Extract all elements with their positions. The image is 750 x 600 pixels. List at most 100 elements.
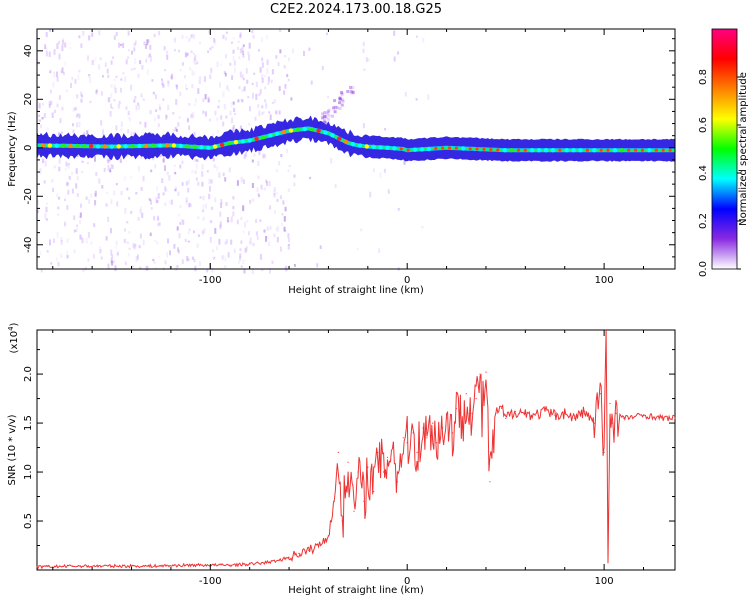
spectrogram-speckle (273, 190, 276, 195)
spectrogram-speckle (316, 263, 319, 268)
spectrogram-speckle (287, 78, 290, 82)
spectrogram-speckle (340, 91, 344, 94)
spectrogram-speckle (56, 103, 59, 108)
snr-data-point (333, 500, 335, 502)
spectrogram-speckle (276, 198, 279, 202)
spectrogram-speckle (109, 111, 112, 117)
spectrogram-hotspot (116, 144, 121, 149)
spectrogram-speckle (161, 78, 163, 81)
spectrogram-speckle (49, 239, 51, 246)
spectrogram-speckle (287, 188, 290, 192)
spectrogram-speckle (127, 253, 130, 257)
spectrogram-speckle (135, 256, 138, 262)
spectrogram-speckle (197, 181, 200, 186)
spectrogram-speckle (341, 100, 345, 103)
spectrogram-speckle (271, 260, 274, 264)
spectrogram-speckle (118, 42, 120, 48)
spectrogram-speckle (384, 128, 387, 131)
snr-data-point (485, 371, 487, 373)
spectrogram-speckle (273, 233, 276, 238)
spectrogram-speckle (207, 96, 210, 103)
spectrogram-speckle (137, 254, 139, 260)
spectrogram-speckle (113, 35, 116, 40)
spectrogram-speckle (224, 36, 227, 41)
spectrogram-speckle (247, 231, 250, 236)
spectrogram-speckle (73, 215, 76, 221)
spectrogram-speckle (222, 91, 225, 98)
snr-data-point (611, 422, 613, 424)
spectrogram-speckle (204, 111, 207, 117)
spectrogram-speckle (199, 261, 201, 266)
spectrogram-speckle (154, 164, 157, 169)
spectrogram-speckle (231, 117, 234, 124)
spectrogram-speckle (49, 29, 51, 32)
spectrogram-speckle (88, 35, 91, 41)
spectrogram-speckle (249, 237, 252, 244)
spectrogram-speckle (91, 32, 94, 37)
spectrogram-hotspot (364, 144, 369, 149)
spectrogram-speckle (168, 200, 171, 204)
spectrogram-speckle (153, 117, 156, 122)
spectrogram-speckle (242, 78, 245, 81)
snr-data-point (377, 451, 379, 453)
spectrogram-speckle (202, 209, 205, 213)
spectrogram-y-tick-label: -40 (23, 237, 34, 253)
spectrogram-speckle (127, 110, 130, 116)
spectrogram-hotspot (496, 148, 500, 152)
spectrogram-speckle (333, 110, 337, 114)
spectrogram-speckle (147, 54, 150, 58)
spectrogram-speckle (212, 157, 215, 162)
spectrogram-speckle (240, 217, 243, 221)
spectrogram-speckle (164, 260, 167, 265)
spectrogram-speckle (422, 37, 425, 43)
spectrogram-speckle (276, 237, 279, 243)
spectrogram-speckle (261, 112, 264, 115)
spectrogram-speckle (66, 205, 69, 210)
spectrogram-hotspot (137, 143, 142, 149)
spectrogram-speckle (158, 222, 161, 226)
spectrogram-hotspot (178, 143, 183, 149)
spectrogram-hotspot (302, 126, 307, 132)
spectrogram-speckle (209, 74, 212, 79)
snr-data-point (36, 566, 38, 568)
spectrogram-hotspot (344, 139, 349, 145)
spectrogram-speckle (427, 94, 430, 100)
spectrogram-speckle (269, 268, 271, 274)
spectrogram-speckle (186, 118, 189, 122)
spectrogram-speckle (275, 55, 278, 59)
spectrogram-speckle (283, 65, 286, 69)
spectrogram-speckle (324, 115, 328, 119)
spectrogram-speckle (74, 79, 77, 84)
spectrogram-speckle (131, 50, 133, 55)
spectrogram-speckle (224, 177, 227, 182)
spectrogram-speckle (230, 216, 233, 223)
spectrogram-speckle (204, 94, 207, 100)
spectrogram-hotspot (185, 144, 190, 149)
spectrogram-hotspot (434, 146, 438, 151)
spectrogram-speckle (193, 57, 196, 64)
snr-data-point (609, 402, 611, 405)
spectrogram-speckle (149, 53, 152, 57)
snr-data-point (353, 510, 355, 512)
spectrogram-hotspot (75, 143, 80, 149)
snr-panel: -100 0 100 0.5 1.0 1.5 2.0 Height of straight … (7, 322, 676, 596)
snr-data-point (481, 417, 483, 419)
spectrogram-speckle (117, 103, 120, 109)
spectrogram-speckle (397, 207, 400, 211)
spectrogram-speckle (220, 115, 223, 120)
spectrogram-speckle (216, 117, 219, 121)
spectrogram-speckle (255, 81, 258, 88)
spectrogram-hotspot (309, 126, 314, 132)
spectrogram-speckle (158, 31, 161, 36)
spectrogram-speckle (41, 117, 44, 120)
spectrogram-speckle (240, 98, 243, 102)
spectrogram-speckle (119, 158, 122, 163)
spectrogram-hotspot (240, 139, 245, 144)
spectrogram-hotspot (316, 128, 321, 133)
spectrogram-speckle (161, 178, 164, 183)
spectrogram-speckle (166, 54, 169, 60)
spectrogram-speckle (154, 239, 157, 242)
spectrogram-speckle (155, 197, 158, 203)
spectrogram-speckle (168, 175, 171, 181)
spectrogram-speckle (193, 103, 196, 107)
